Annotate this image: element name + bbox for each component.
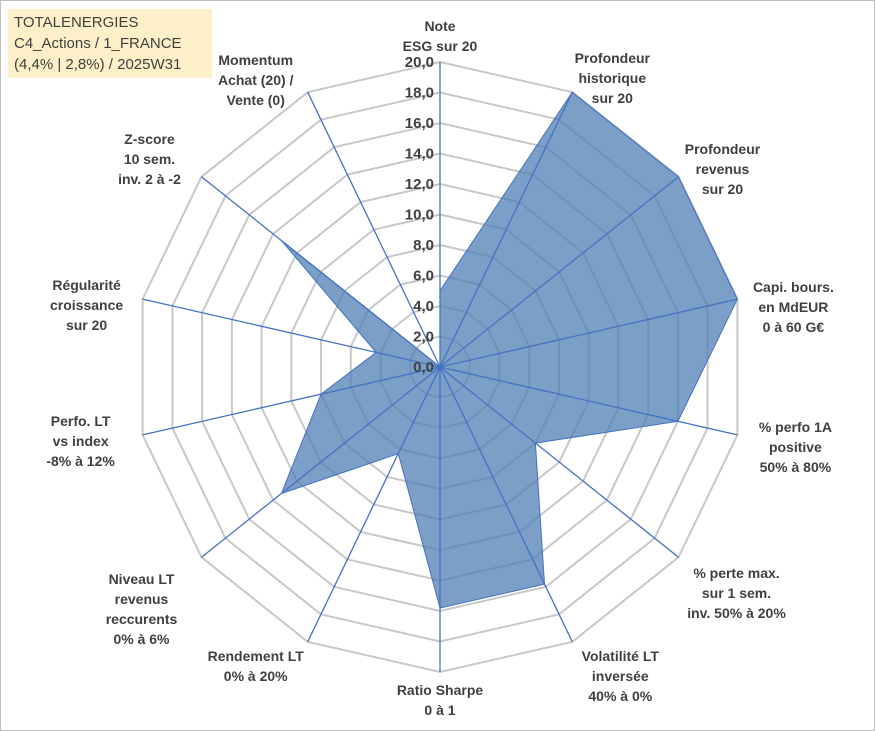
axis-spokes	[142, 62, 738, 672]
axis-label-line: 0% à 20%	[224, 668, 288, 684]
axis-label: Momentum Achat (20) / Vente (0)	[218, 52, 294, 108]
axis-spoke	[307, 366, 441, 643]
axis-label: Ratio Sharpe 0 à 1	[397, 682, 484, 718]
axis-label-line: Rendement LT	[208, 648, 305, 664]
axis-label-line: sur 20	[66, 317, 107, 333]
axis-label-line: 0% à 6%	[113, 631, 170, 647]
tick-label: 14,0	[405, 146, 434, 163]
tick-label: 16,0	[405, 115, 434, 132]
axis-spoke	[142, 366, 441, 436]
axis-label-line: Ratio Sharpe	[397, 682, 484, 698]
axis-spoke	[201, 366, 441, 558]
axis-label-line: 0 à 1	[424, 702, 455, 718]
axis-label-line: Momentum	[218, 52, 293, 68]
axis-label-line: -8% à 12%	[46, 453, 115, 469]
axis-label: Profondeur historique sur 20	[575, 50, 651, 106]
tick-label: 8,0	[413, 237, 434, 254]
tick-label: 6,0	[413, 268, 434, 285]
info-box: TOTALENERGIES C4_Actions / 1_FRANCE (4,4…	[8, 9, 212, 78]
axis-spoke	[201, 176, 441, 368]
axis-label-line: 10 sem.	[124, 151, 175, 167]
axis-label: Profondeur revenus sur 20	[685, 141, 761, 197]
axis-label-line: Capi. bours.	[753, 279, 834, 295]
axis-label-line: % perfo 1A	[759, 419, 832, 435]
axis-label-line: inversée	[592, 668, 649, 684]
info-period: (4,4% | 2,8%) / 2025W31	[14, 56, 182, 73]
tick-label: 2,0	[413, 329, 434, 346]
axis-label-line: sur 20	[592, 90, 633, 106]
axis-label-line: Vente (0)	[227, 92, 285, 108]
axis-spoke	[439, 366, 679, 558]
axis-label: Volatilité LT inversée 40% à 0%	[582, 648, 660, 704]
axis-label: Z-score 10 sem. inv. 2 à -2	[118, 131, 181, 187]
axis-label: Régularité croissance sur 20	[50, 277, 123, 333]
axis-spoke	[439, 176, 679, 368]
axis-label-line: 40% à 0%	[588, 688, 652, 704]
axis-label: Rendement LT 0% à 20%	[208, 648, 305, 684]
axis-labels: Note ESG sur 20 Profondeur historique sur 20…	[46, 18, 833, 718]
axis-spoke	[439, 298, 738, 368]
axis-label: Note ESG sur 20	[403, 18, 478, 54]
axis-label-line: Z-score	[124, 131, 175, 147]
axis-label-line: 50% à 80%	[760, 459, 832, 475]
tick-label: 12,0	[405, 176, 434, 193]
axis-label-line: Niveau LT	[109, 571, 175, 587]
axis-label-line: Achat (20) /	[218, 72, 294, 88]
axis-label-line: ESG sur 20	[403, 38, 478, 54]
tick-label: 0,0	[413, 359, 434, 376]
axis-label-line: Perfo. LT	[51, 413, 111, 429]
axis-label-line: Régularité	[52, 277, 121, 293]
axis-label-line: Note	[424, 18, 455, 34]
axis-label-line: inv. 2 à -2	[118, 171, 181, 187]
axis-spoke	[439, 91, 573, 368]
axis-label: Perfo. LT vs index -8% à 12%	[46, 413, 115, 469]
axis-label-line: revenus	[115, 591, 169, 607]
axis-label-line: inv. 50% à 20%	[687, 605, 786, 621]
axis-label: % perte max. sur 1 sem. inv. 50% à 20%	[687, 565, 786, 621]
axis-label-line: Volatilité LT	[582, 648, 660, 664]
axis-label: Niveau LT revenus reccurents 0% à 6%	[106, 571, 178, 647]
axis-label-line: historique	[578, 70, 646, 86]
tick-label: 10,0	[405, 207, 434, 224]
axis-spoke	[142, 298, 441, 368]
info-category: C4_Actions / 1_FRANCE	[14, 35, 182, 52]
axis-spoke	[439, 366, 573, 643]
axis-label-line: Profondeur	[685, 141, 761, 157]
axis-label-line: vs index	[53, 433, 109, 449]
axis-label-line: % perte max.	[693, 565, 779, 581]
axis-spoke	[307, 91, 441, 368]
axis-label-line: Profondeur	[575, 50, 651, 66]
axis-label-line: sur 1 sem.	[702, 585, 771, 601]
axis-label: Capi. bours. en MdEUR 0 à 60 G€	[753, 279, 834, 335]
axis-spoke	[439, 366, 738, 436]
axis-label-line: reccurents	[106, 611, 178, 627]
axis-label-line: revenus	[696, 161, 750, 177]
axis-label-line: 0 à 60 G€	[763, 319, 825, 335]
axis-label-line: sur 20	[702, 181, 743, 197]
axis-label-line: en MdEUR	[758, 299, 828, 315]
axis-label-line: positive	[769, 439, 822, 455]
info-company: TOTALENERGIES	[14, 14, 139, 31]
tick-label: 18,0	[405, 85, 434, 102]
tick-label: 20,0	[405, 54, 434, 71]
axis-label-line: croissance	[50, 297, 123, 313]
tick-label: 4,0	[413, 298, 434, 315]
radial-tick-labels: 0,0 2,0 4,0 6,0 8,0 10,0 12,0 14,0 16,0 18,0 20,0	[405, 54, 434, 376]
axis-label: % perfo 1A positive 50% à 80%	[759, 419, 832, 475]
